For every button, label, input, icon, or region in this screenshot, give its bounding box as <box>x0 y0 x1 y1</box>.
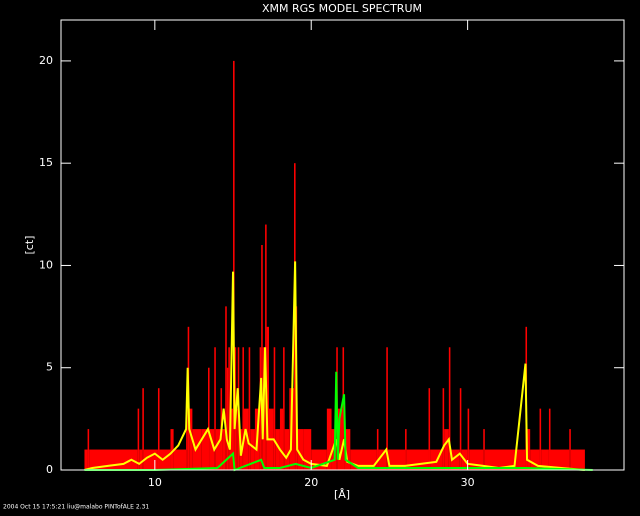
histogram-bar <box>209 429 215 470</box>
histogram-bar <box>387 449 406 470</box>
histogram-bar <box>226 367 229 470</box>
histogram-bar <box>406 449 429 470</box>
histogram-bar <box>233 60 235 471</box>
histogram-bar <box>378 449 387 470</box>
y-tick-label: 20 <box>39 54 53 67</box>
histogram-bar <box>342 347 345 470</box>
histogram-bar <box>229 408 234 470</box>
histogram-bar <box>250 429 255 470</box>
histogram-bar <box>467 408 470 470</box>
histogram-bar <box>273 347 276 470</box>
histogram-bar <box>284 429 290 470</box>
y-tick-label: 5 <box>46 361 53 374</box>
y-tick-label: 0 <box>46 463 53 476</box>
x-axis-label: [Å] <box>334 488 350 501</box>
histogram-bar <box>386 347 388 470</box>
histogram-bar <box>208 367 210 470</box>
histogram-bar <box>376 429 379 470</box>
histogram-bar <box>89 449 138 470</box>
histogram-bar <box>159 449 171 470</box>
y-axis-label: [ct] <box>23 236 36 255</box>
y-tick-label: 15 <box>39 156 53 169</box>
histogram-bar <box>337 408 343 470</box>
histogram-bar <box>428 388 431 470</box>
histogram-bar <box>303 429 312 470</box>
histogram-bar <box>186 408 188 470</box>
histogram-bar <box>297 429 304 470</box>
histogram-bar <box>214 347 216 470</box>
histogram-bar <box>539 408 542 470</box>
plot-frame <box>60 19 625 471</box>
histogram-bar <box>459 388 462 470</box>
histogram-bar <box>236 408 238 470</box>
histogram-bar <box>279 408 284 470</box>
x-tick-label: 30 <box>461 476 475 489</box>
histogram-bar <box>469 449 484 470</box>
histogram-bar <box>243 408 249 470</box>
histogram-bar <box>266 326 269 470</box>
histogram-bar <box>530 449 540 470</box>
histogram-bar <box>139 449 143 470</box>
histogram-bar <box>442 388 445 470</box>
spectrum-line <box>84 371 593 472</box>
histogram-bar <box>570 449 585 470</box>
histogram-bar <box>157 388 160 470</box>
histogram-bar <box>548 408 551 470</box>
histogram-bar <box>173 449 187 470</box>
histogram-bar <box>215 429 221 470</box>
histogram-bar <box>225 306 227 470</box>
histogram-bar <box>84 449 88 470</box>
histogram-bar <box>248 347 251 470</box>
histogram-bar <box>201 429 209 470</box>
histogram-bar <box>483 429 485 470</box>
histogram-bar <box>405 429 407 470</box>
histogram-bar <box>228 347 230 470</box>
histogram-bar <box>527 429 531 470</box>
histogram-bar <box>448 347 451 470</box>
x-tick-label: 10 <box>148 476 162 489</box>
histogram-bar <box>444 429 449 470</box>
histogram-bar <box>142 388 144 470</box>
histogram-bar <box>261 245 263 470</box>
x-tick-label: 20 <box>304 476 318 489</box>
histogram-bar <box>541 449 549 470</box>
histogram-bar <box>259 347 262 470</box>
histogram-bar <box>192 429 202 470</box>
histogram-bar <box>569 429 571 470</box>
histogram-bar <box>242 347 244 470</box>
histogram-bar <box>222 429 226 470</box>
histogram-bar <box>326 408 332 470</box>
histogram-bar <box>275 429 280 470</box>
spectrum-line <box>84 261 585 471</box>
chart-title: XMM RGS MODEL SPECTRUM <box>262 2 422 15</box>
histogram-bar <box>450 449 460 470</box>
histogram-bar <box>344 429 351 470</box>
histogram-bar <box>283 347 285 470</box>
y-tick-label: 10 <box>39 258 53 271</box>
histogram-bar <box>170 429 174 470</box>
histogram-bar <box>350 449 377 470</box>
histogram-bar <box>550 449 570 470</box>
footer: 2004 Oct 15 17:5:21 liu@malabo PINTofALE… <box>3 504 149 511</box>
histogram-bar <box>189 408 193 470</box>
histogram-bar <box>137 408 140 470</box>
histogram-bar <box>87 429 90 470</box>
